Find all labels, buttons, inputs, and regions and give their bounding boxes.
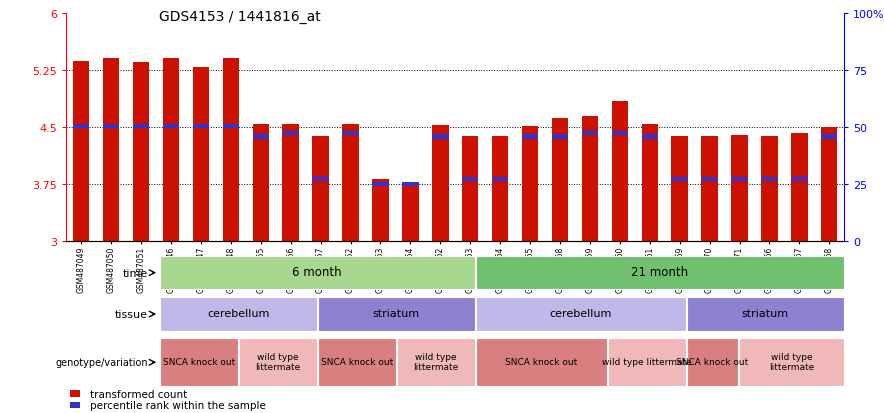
Bar [552,135,568,139]
Bar [193,67,210,242]
Bar [223,124,239,128]
Bar [476,256,843,290]
Bar [492,178,508,182]
Text: SNCA knock out: SNCA knock out [676,357,749,366]
Text: tissue: tissue [115,309,148,319]
Bar [582,116,598,242]
Bar [432,135,448,139]
Bar [582,132,598,136]
Bar [612,132,628,136]
Bar [163,58,179,242]
Bar [522,135,538,139]
Bar [103,124,119,128]
Bar [739,339,843,386]
Bar [283,132,299,136]
Text: striatum: striatum [742,309,789,318]
Bar [791,134,808,242]
Text: 6 month: 6 month [293,266,342,279]
Bar [283,124,299,242]
Bar [133,124,149,128]
Bar [103,58,119,242]
Bar [612,102,628,242]
Text: genotype/variation: genotype/variation [56,357,148,368]
Bar [372,183,389,187]
Bar [672,178,688,182]
Bar [701,137,718,242]
Bar [552,119,568,242]
Bar [312,178,329,182]
Bar [73,62,89,242]
Bar [163,124,179,128]
Text: SNCA knock out: SNCA knock out [163,357,235,366]
Bar [687,339,738,386]
Bar [160,339,238,386]
Bar [402,183,419,187]
Bar [642,135,658,139]
Bar [133,63,149,242]
Text: striatum: striatum [373,309,420,318]
Bar [821,135,837,139]
Bar [253,124,269,242]
Text: wild type littermate: wild type littermate [602,357,691,366]
Bar [342,124,359,242]
Text: cerebellum: cerebellum [207,309,270,318]
Text: cerebellum: cerebellum [550,309,612,318]
Text: percentile rank within the sample: percentile rank within the sample [90,400,266,410]
Text: wild type
littermate: wild type littermate [769,352,814,371]
Bar [687,298,843,331]
Bar [642,124,658,242]
Text: SNCA knock out: SNCA knock out [321,357,392,366]
Text: wild type
littermate: wild type littermate [413,352,459,371]
Bar [701,178,718,182]
Bar [476,298,686,331]
Text: transformed count: transformed count [90,389,187,399]
Bar [821,128,837,242]
Bar [223,58,239,242]
Bar [193,124,210,128]
Text: GDS4153 / 1441816_at: GDS4153 / 1441816_at [159,10,321,24]
Text: time: time [123,268,148,278]
Text: wild type
littermate: wild type littermate [255,352,301,371]
Bar [402,184,419,242]
Bar [731,178,748,182]
Bar [462,137,478,242]
Bar [239,339,316,386]
Bar [672,137,688,242]
Bar [397,339,475,386]
Bar [71,402,80,408]
Bar [607,339,686,386]
Bar [492,137,508,242]
Bar [342,132,359,136]
Bar [476,339,606,386]
Text: 21 month: 21 month [631,266,689,279]
Bar [761,137,778,242]
Bar [761,178,778,182]
Bar [372,180,389,242]
Bar [253,135,269,139]
Bar [73,124,89,128]
Bar [462,178,478,182]
Bar [731,135,748,242]
Bar [317,339,396,386]
Bar [791,178,808,182]
Bar [160,298,316,331]
Bar [71,391,80,397]
Bar [312,137,329,242]
Bar [432,126,448,242]
Bar [522,126,538,242]
Bar [317,298,475,331]
Text: SNCA knock out: SNCA knock out [505,357,577,366]
Bar [160,256,475,290]
